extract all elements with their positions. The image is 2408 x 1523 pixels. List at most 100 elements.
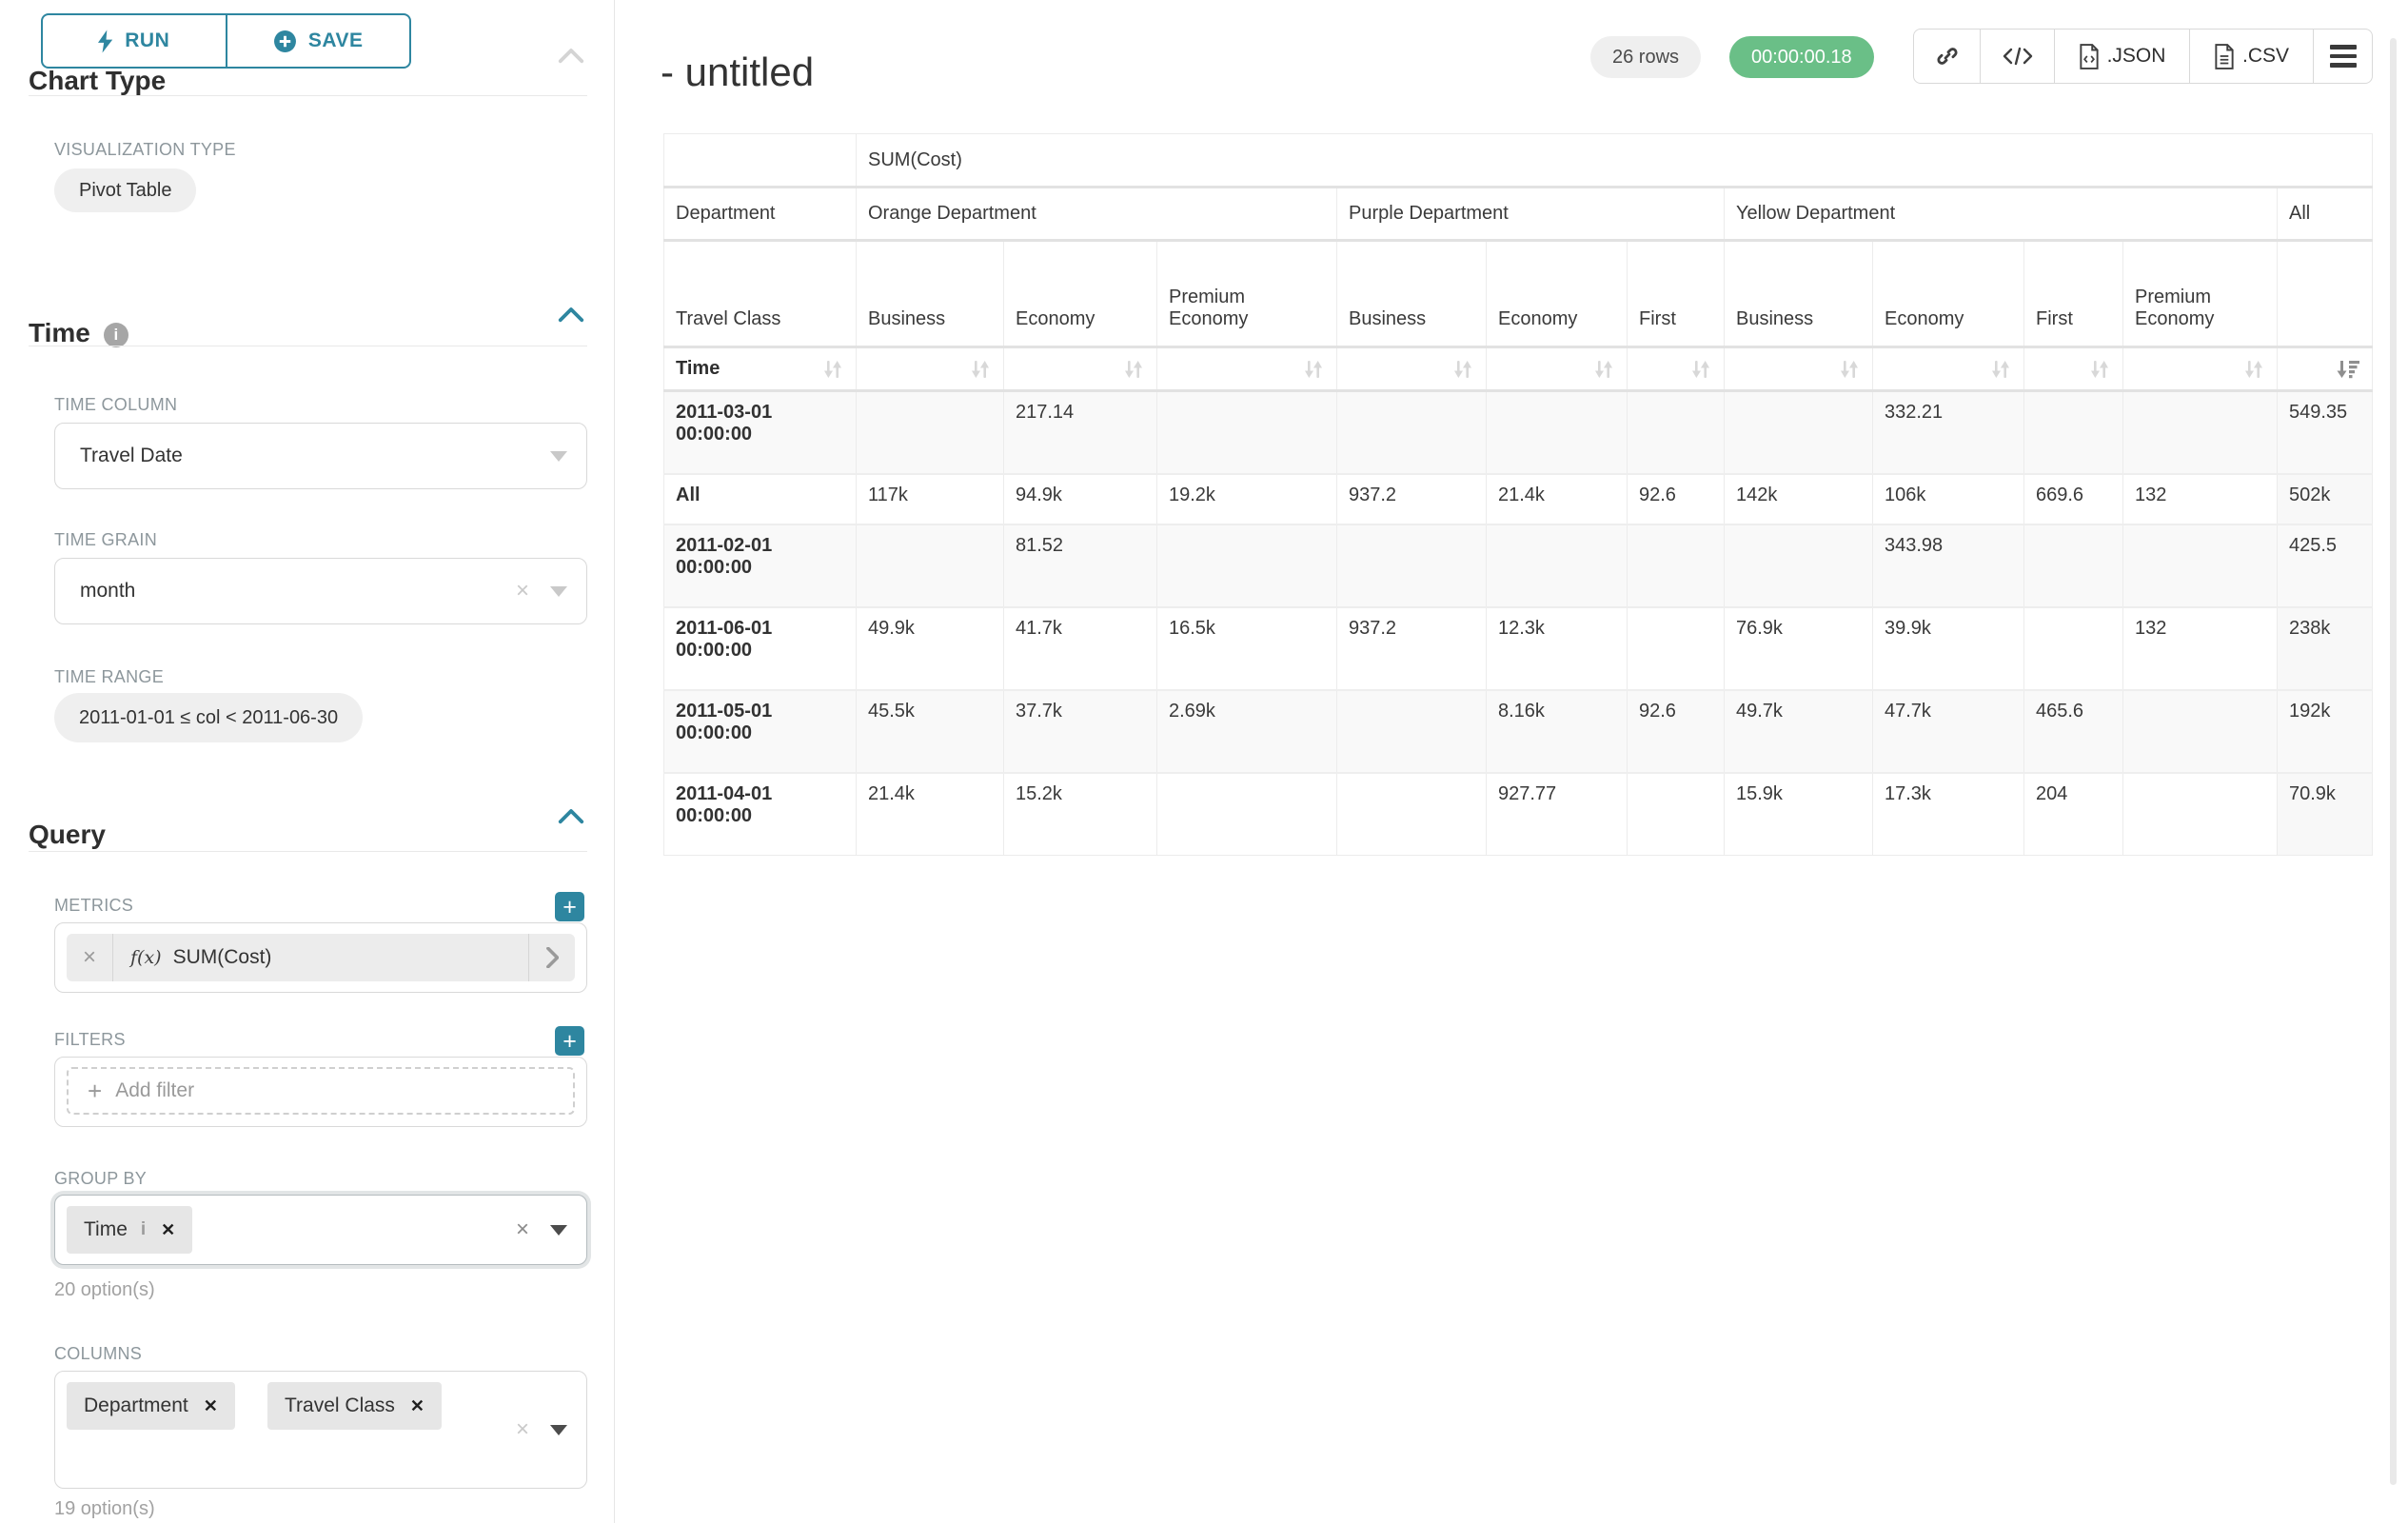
- chevron-down-icon[interactable]: [550, 1424, 567, 1435]
- column-sort-header[interactable]: [2277, 346, 2373, 392]
- table-row: 2011-06-01 00:00:00 49.9k 41.7k 16.5k 937.2 1…: [663, 606, 2373, 690]
- tag-label: Time: [84, 1218, 128, 1240]
- scrollbar[interactable]: [2390, 38, 2397, 1485]
- column-sort-header[interactable]: [1486, 346, 1628, 392]
- time-column-label: TIME COLUMN: [54, 395, 178, 414]
- columns-select[interactable]: Department ✕ Travel Class ✕ ×: [54, 1371, 587, 1489]
- time-axis-label: Time: [676, 358, 720, 379]
- clear-icon[interactable]: ×: [515, 1216, 529, 1242]
- column-sort-header[interactable]: [856, 346, 1004, 392]
- row-count-badge: 26 rows: [1590, 36, 1702, 78]
- sort-icon[interactable]: [821, 359, 844, 380]
- remove-metric-icon[interactable]: ×: [67, 934, 113, 981]
- remove-tag-icon[interactable]: ✕: [161, 1219, 176, 1239]
- embed-code-button[interactable]: [1980, 30, 2054, 83]
- sort-icon[interactable]: [1302, 359, 1325, 380]
- value-cell: 92.6: [1627, 473, 1725, 524]
- short-link-button[interactable]: [1914, 30, 1980, 83]
- sort-icon[interactable]: [1838, 359, 1861, 380]
- column-sort-header[interactable]: [1336, 346, 1487, 392]
- sort-icon[interactable]: [1989, 359, 2012, 380]
- add-metric-button[interactable]: +: [555, 892, 584, 921]
- row-label: All: [663, 473, 857, 524]
- value-cell: 217.14: [1003, 390, 1157, 474]
- value-cell: 94.9k: [1003, 473, 1157, 524]
- value-cell: [2122, 524, 2278, 607]
- value-cell: 132: [2122, 473, 2278, 524]
- chevron-right-icon[interactable]: [528, 934, 575, 981]
- viz-type-pill[interactable]: Pivot Table: [54, 168, 197, 212]
- metrics-select[interactable]: × f(x) SUM(Cost): [54, 922, 587, 993]
- group-by-tag[interactable]: Time i ✕: [67, 1206, 193, 1254]
- sort-icon[interactable]: [1689, 359, 1712, 380]
- group-by-select[interactable]: Time i ✕ ×: [54, 1195, 587, 1265]
- sort-icon[interactable]: [969, 359, 992, 380]
- run-button[interactable]: RUN: [41, 13, 227, 69]
- value-cell: 81.52: [1003, 524, 1157, 607]
- clear-icon[interactable]: ×: [515, 578, 529, 603]
- column-sort-header[interactable]: [1003, 346, 1157, 392]
- columns-tag[interactable]: Travel Class ✕: [267, 1382, 443, 1430]
- row-label: 2011-06-01 00:00:00: [663, 606, 857, 690]
- time-column-select[interactable]: Travel Date: [54, 423, 587, 489]
- query-heading-label: Query: [29, 820, 106, 850]
- add-filter-button[interactable]: + Add filter: [67, 1067, 575, 1115]
- chevron-down-icon[interactable]: [550, 585, 567, 597]
- sort-icon[interactable]: [1451, 359, 1474, 380]
- time-grain-label: TIME GRAIN: [54, 530, 158, 549]
- value-cell: [856, 390, 1004, 474]
- remove-tag-icon[interactable]: ✕: [409, 1395, 425, 1415]
- value-cell: [1156, 772, 1337, 856]
- sort-icon[interactable]: [2088, 359, 2111, 380]
- column-sort-header[interactable]: [1724, 346, 1873, 392]
- value-cell: 204: [2023, 772, 2123, 856]
- chevron-up-icon[interactable]: [557, 806, 585, 825]
- time-range-pill[interactable]: 2011-01-01 ≤ col < 2011-06-30: [54, 693, 364, 742]
- remove-tag-icon[interactable]: ✕: [203, 1395, 218, 1415]
- value-cell: 117k: [856, 473, 1004, 524]
- column-sort-header[interactable]: [2023, 346, 2123, 392]
- row-label: 2011-03-01 00:00:00: [663, 390, 857, 474]
- value-cell: 41.7k: [1003, 606, 1157, 690]
- menu-button[interactable]: [2313, 30, 2372, 83]
- value-cell: 92.6: [1627, 689, 1725, 773]
- time-sort-header[interactable]: Time: [663, 346, 857, 392]
- sort-icon[interactable]: [1122, 359, 1145, 380]
- info-icon[interactable]: i: [140, 1219, 147, 1239]
- save-button[interactable]: SAVE: [225, 13, 411, 69]
- travel-class-header: Premium Economy: [2122, 240, 2278, 348]
- value-cell: 16.5k: [1156, 606, 1337, 690]
- column-sort-header[interactable]: [1872, 346, 2024, 392]
- sort-icon[interactable]: [2242, 359, 2265, 380]
- add-filter-plus-button[interactable]: +: [555, 1026, 584, 1056]
- sort-icon[interactable]: [1592, 359, 1615, 380]
- column-sort-header[interactable]: [2122, 346, 2278, 392]
- chart-title[interactable]: - untitled: [661, 49, 815, 95]
- column-sort-header[interactable]: [1156, 346, 1337, 392]
- chevron-down-icon[interactable]: [550, 1224, 567, 1236]
- chevron-up-icon[interactable]: [557, 305, 585, 324]
- query-timer-badge: 00:00:00.18: [1729, 36, 1874, 78]
- sort-desc-icon[interactable]: [2336, 359, 2360, 380]
- export-json-button[interactable]: .JSON: [2054, 30, 2189, 83]
- columns-tag[interactable]: Department ✕: [67, 1382, 235, 1430]
- table-row: 2011-04-01 00:00:00 21.4k 15.2k 927.77 15.9k…: [663, 772, 2373, 856]
- chevron-up-icon[interactable]: [557, 46, 585, 65]
- save-button-label: SAVE: [307, 30, 364, 51]
- export-csv-button[interactable]: .CSV: [2189, 30, 2313, 83]
- chevron-down-icon[interactable]: [550, 450, 567, 462]
- column-sort-header[interactable]: [1627, 346, 1725, 392]
- plus-circle-icon: [273, 30, 296, 52]
- clear-icon[interactable]: ×: [515, 1416, 529, 1442]
- travel-class-header: Economy: [1486, 240, 1628, 348]
- department-axis-label: Department: [663, 187, 857, 242]
- time-grain-select[interactable]: month ×: [54, 558, 587, 624]
- pivot-table-container: SUM(Cost) Department Orange Department Purp…: [663, 133, 2373, 856]
- metric-pill[interactable]: × f(x) SUM(Cost): [67, 934, 575, 981]
- json-button-label: .JSON: [2106, 45, 2166, 67]
- query-section-heading: Query: [29, 820, 106, 850]
- travel-class-header: Economy: [1872, 240, 2024, 348]
- info-icon[interactable]: i: [103, 323, 128, 348]
- value-cell: 37.7k: [1003, 689, 1157, 773]
- value-cell: 927.77: [1486, 772, 1628, 856]
